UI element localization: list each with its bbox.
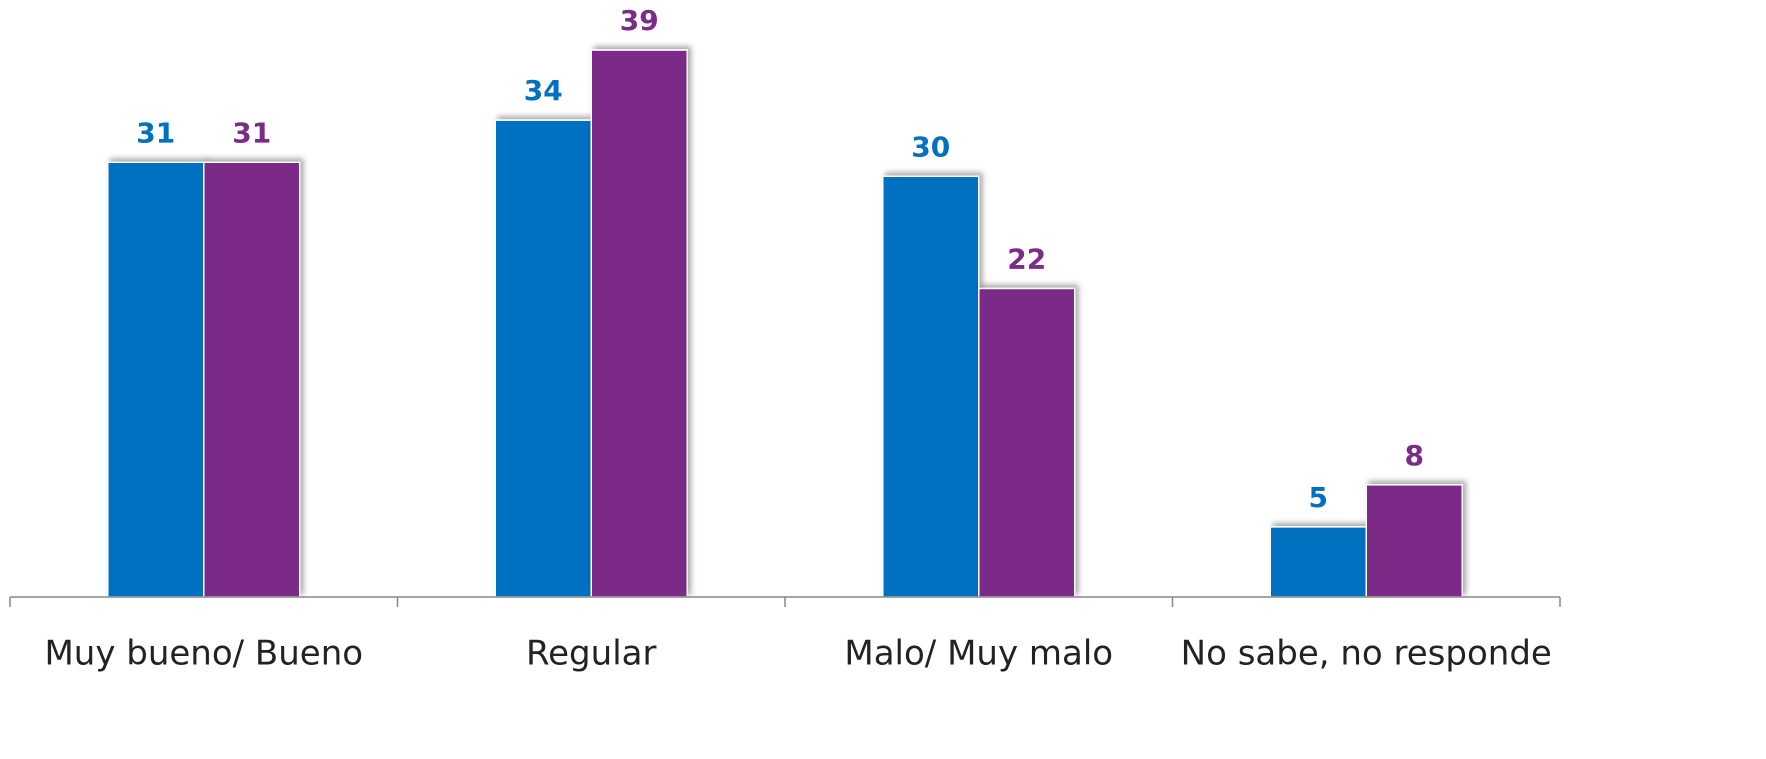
bar: [1269, 526, 1367, 598]
value-label: 31: [232, 116, 271, 149]
value-label: 8: [1405, 439, 1424, 472]
bar: [882, 175, 980, 598]
x-tick-label: No sabe, no responde: [1181, 634, 1552, 674]
value-label: 30: [911, 130, 950, 163]
x-tick-label: Muy bueno/ Bueno: [44, 634, 363, 674]
value-label: 39: [620, 4, 659, 37]
value-label: 31: [136, 116, 175, 149]
value-label: 34: [524, 74, 563, 107]
bar: [590, 49, 688, 598]
x-tick-label: Regular: [526, 634, 656, 674]
bar: [978, 287, 1076, 598]
value-label: 22: [1007, 242, 1046, 275]
bar: [107, 161, 205, 598]
bar: [494, 119, 592, 598]
bar: [203, 161, 301, 598]
value-label: 5: [1309, 481, 1328, 514]
bar: [1365, 484, 1463, 598]
x-tick-label: Malo/ Muy malo: [844, 634, 1113, 674]
